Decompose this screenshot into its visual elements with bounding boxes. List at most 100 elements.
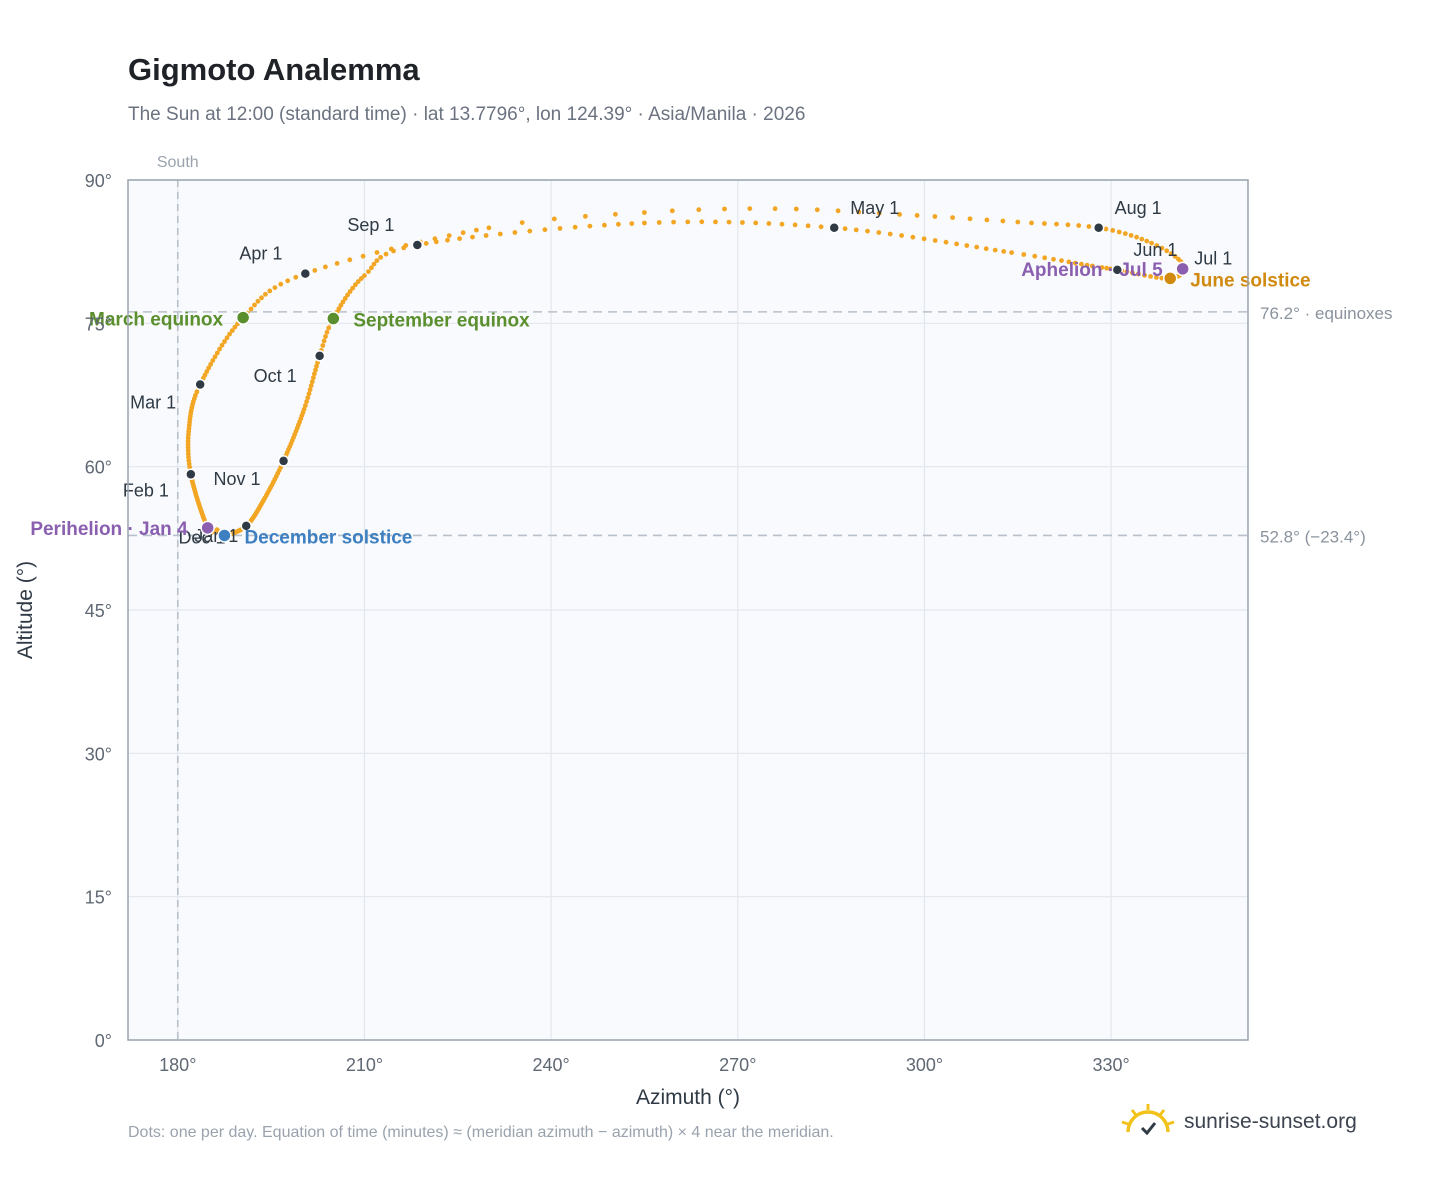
- day-dot: [899, 233, 904, 238]
- day-dot: [486, 225, 492, 231]
- day-dot: [772, 206, 778, 212]
- month-label: Apr 1: [239, 244, 282, 264]
- day-dot: [474, 227, 479, 233]
- day-dot: [470, 234, 475, 240]
- day-dot: [1029, 220, 1034, 226]
- day-dot: [224, 335, 230, 341]
- y-tick-label: 0°: [95, 1031, 112, 1051]
- day-dot: [557, 226, 563, 231]
- day-dot: [1122, 231, 1128, 237]
- event-marker: [200, 520, 215, 536]
- month-label: Dec 1: [178, 527, 225, 547]
- day-dot: [229, 328, 235, 333]
- brand: sunrise-sunset.org: [1120, 1102, 1357, 1142]
- day-dot: [766, 221, 772, 226]
- day-dot: [512, 230, 518, 235]
- y-tick-label: 60°: [85, 458, 112, 478]
- day-dot: [1159, 245, 1165, 251]
- event-marker: [1175, 261, 1190, 277]
- day-dot: [551, 216, 557, 222]
- day-dot: [932, 238, 938, 243]
- x-tick-label: 210°: [346, 1055, 383, 1075]
- day-dot: [309, 379, 315, 385]
- day-dot: [248, 306, 254, 312]
- y-tick-label: 30°: [85, 744, 112, 764]
- day-dot: [383, 251, 389, 257]
- day-dot: [1099, 265, 1105, 270]
- day-dot: [460, 230, 466, 236]
- day-dot: [1079, 261, 1084, 267]
- month-marker: [313, 350, 326, 362]
- day-dot: [747, 206, 753, 212]
- day-dot: [1103, 226, 1109, 232]
- day-dot: [1134, 234, 1139, 240]
- x-tick-label: 270°: [719, 1055, 756, 1075]
- day-dot: [1021, 252, 1027, 257]
- day-dot: [572, 224, 578, 230]
- footnote: Dots: one per day. Equation of time (min…: [128, 1124, 834, 1141]
- day-dot: [1015, 219, 1021, 225]
- event-marker: [217, 528, 232, 543]
- day-dot: [1124, 269, 1130, 274]
- month-label: Feb 1: [123, 480, 169, 500]
- reference-line-label: 52.8° (−23.4°): [1260, 527, 1366, 546]
- day-dot: [722, 206, 727, 212]
- day-dot: [360, 253, 366, 259]
- day-dot: [391, 248, 396, 254]
- day-dot: [1042, 221, 1047, 226]
- day-dot: [206, 365, 212, 371]
- day-dot: [1148, 274, 1153, 279]
- day-dot: [950, 215, 955, 221]
- day-dot: [423, 241, 429, 246]
- month-marker: [1111, 264, 1124, 276]
- day-dot: [217, 346, 223, 352]
- day-dot: [326, 325, 332, 331]
- day-dot: [726, 219, 732, 225]
- day-dot: [1090, 263, 1095, 269]
- day-dot: [323, 334, 328, 339]
- day-dot: [445, 237, 450, 243]
- day-dot: [1128, 233, 1134, 238]
- day-dot: [222, 339, 227, 344]
- day-dot: [814, 207, 820, 213]
- day-dot: [227, 331, 233, 337]
- day-dot: [497, 231, 503, 237]
- day-dot: [313, 367, 318, 373]
- day-dot: [910, 234, 916, 240]
- day-dot: [887, 231, 893, 237]
- day-dot: [629, 221, 635, 227]
- month-label: Jun 1: [1133, 240, 1177, 260]
- event-label: Aphelion · Jul 5: [1021, 260, 1163, 281]
- day-dot: [984, 217, 990, 223]
- day-dot: [1001, 249, 1007, 254]
- day-dot: [527, 228, 533, 234]
- day-dot: [311, 375, 316, 381]
- day-dot: [345, 292, 350, 298]
- day-dot: [320, 343, 326, 348]
- day-dot: [232, 324, 238, 330]
- day-dot: [921, 236, 927, 242]
- day-dot: [753, 220, 759, 226]
- day-dot: [210, 358, 216, 363]
- day-dot: [967, 216, 973, 222]
- day-dot: [306, 391, 312, 397]
- day-dot: [876, 230, 882, 235]
- event-label: Perihelion · Jan 4: [30, 519, 188, 540]
- month-marker: [240, 520, 252, 532]
- day-dot: [374, 258, 380, 263]
- day-dot: [1142, 272, 1147, 278]
- month-label: Jul 1: [1194, 248, 1232, 268]
- day-dot: [671, 219, 676, 225]
- day-dot: [369, 265, 374, 271]
- x-tick-label: 300°: [906, 1055, 943, 1075]
- day-dot: [1009, 250, 1014, 256]
- day-dot: [713, 219, 718, 225]
- day-dot: [259, 295, 264, 301]
- day-dot: [208, 361, 214, 367]
- day-dot: [312, 371, 317, 377]
- day-dot: [914, 213, 920, 218]
- day-dot: [255, 298, 261, 304]
- day-dot: [696, 207, 702, 213]
